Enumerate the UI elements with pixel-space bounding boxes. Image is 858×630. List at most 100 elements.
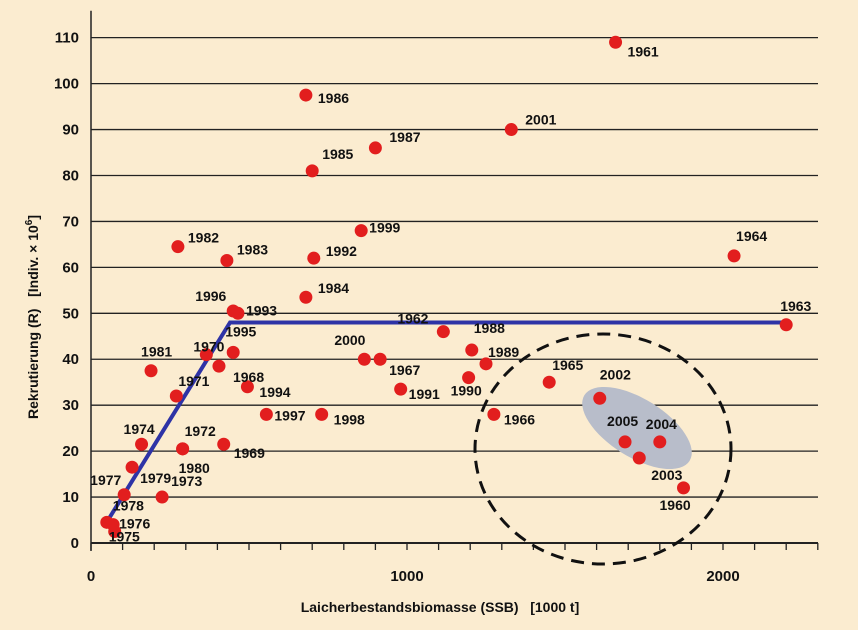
point-label-2003: 2003 [651, 467, 682, 483]
data-point-1979 [125, 460, 139, 474]
data-point-1981 [144, 364, 158, 378]
data-point-1986 [299, 88, 313, 102]
point-label-1996: 1996 [195, 288, 226, 304]
point-label-1990: 1990 [451, 383, 482, 399]
y-axis-label: Rekrutierung (R) [Indiv. × 106] [24, 215, 41, 419]
point-label-1967: 1967 [389, 362, 420, 378]
data-point-1998 [315, 407, 329, 421]
data-point-1982 [171, 240, 185, 254]
data-point-1987 [368, 141, 382, 155]
point-label-2000: 2000 [334, 332, 365, 348]
x-axis-label: Laicherbestandsbiomasse (SSB) [1000 t] [301, 599, 580, 615]
point-label-1985: 1985 [322, 146, 353, 162]
point-label-1983: 1983 [237, 241, 268, 257]
x-tick-labels: 0 1000 2000 [87, 568, 740, 585]
y-axis-label-close: ] [25, 215, 41, 220]
point-label-1982: 1982 [188, 230, 219, 246]
y-tick-label: 40 [62, 351, 79, 368]
point-label-1995: 1995 [225, 323, 256, 339]
point-label-2004: 2004 [646, 416, 677, 432]
data-point-1961 [609, 35, 623, 49]
y-tick-label: 50 [62, 305, 79, 322]
data-point-1997 [259, 407, 273, 421]
data-points [100, 35, 793, 539]
data-point-1989 [479, 357, 493, 371]
point-label-1989: 1989 [488, 344, 519, 360]
point-label-1970: 1970 [193, 339, 224, 355]
data-point-1960 [677, 481, 690, 495]
highlight-ellipse [582, 386, 692, 470]
y-tick-label: 30 [62, 397, 79, 414]
y-tick-label: 110 [55, 30, 79, 47]
data-point-1962 [436, 325, 450, 339]
point-label-1984: 1984 [318, 280, 349, 296]
data-point-1968 [212, 359, 226, 373]
y-tick-label: 0 [71, 535, 79, 552]
data-point-2005 [618, 435, 632, 449]
data-point-1991 [394, 382, 408, 396]
y-tick-label: 70 [62, 213, 79, 230]
y-axis-label-main: Rekrutierung (R) [Indiv. × 10 [25, 225, 41, 419]
point-label-1991: 1991 [409, 386, 440, 402]
data-point-1995 [226, 345, 240, 359]
point-label-1987: 1987 [389, 129, 420, 145]
point-label-1971: 1971 [178, 373, 209, 389]
hockey-stick-line [103, 320, 791, 526]
data-point-1970 [199, 348, 213, 362]
data-point-1984 [299, 290, 313, 304]
data-point-1994 [240, 380, 254, 394]
x-tick-label: 0 [87, 568, 95, 585]
data-point-1983 [220, 253, 234, 267]
point-label-1962: 1962 [397, 311, 428, 327]
data-point-1974 [135, 437, 149, 451]
y-tick-label: 10 [62, 489, 79, 506]
data-point-1999 [354, 224, 368, 238]
data-point-1966 [487, 407, 501, 421]
y-tick-label: 90 [62, 122, 79, 139]
point-label-2001: 2001 [525, 112, 556, 128]
dashed-circle [473, 332, 733, 566]
data-point-1978 [100, 515, 114, 529]
point-label-1979: 1979 [140, 470, 171, 486]
point-label-1978: 1978 [113, 497, 144, 513]
x-tick-label: 1000 [390, 568, 423, 585]
data-point-1996 [226, 304, 240, 318]
data-point-1963 [779, 318, 793, 332]
data-point-1988 [465, 343, 479, 357]
y-axis-label-exp: 6 [24, 219, 35, 225]
data-point-2000 [357, 352, 371, 366]
point-label-1997: 1997 [274, 407, 305, 423]
y-tick-labels: 0 10 20 30 40 50 60 70 80 90 100 110 [54, 30, 79, 552]
point-label-1993: 1993 [246, 302, 277, 318]
point-label-1965: 1965 [552, 357, 583, 373]
point-label-1988: 1988 [474, 320, 505, 336]
data-point-2004 [653, 435, 667, 449]
point-label-1998: 1998 [334, 411, 365, 427]
y-tick-label: 80 [62, 167, 79, 184]
point-label-1963: 1963 [780, 298, 811, 314]
grid-lines [90, 10, 819, 551]
point-label-1969: 1969 [234, 445, 265, 461]
y-tick-label: 20 [62, 443, 79, 460]
point-label-2005: 2005 [607, 413, 638, 429]
point-label-1972: 1972 [185, 423, 216, 439]
point-label-1976: 1976 [119, 516, 150, 532]
data-point-1985 [305, 164, 319, 178]
point-label-1964: 1964 [736, 228, 767, 244]
data-point-1980 [176, 442, 190, 456]
data-point-1965 [542, 375, 556, 389]
point-label-1975: 1975 [109, 529, 140, 545]
point-label-1980: 1980 [179, 460, 210, 476]
data-point-1969 [217, 437, 231, 451]
data-point-1967 [373, 352, 387, 366]
point-label-1986: 1986 [318, 90, 349, 106]
data-point-1964 [727, 249, 741, 263]
point-label-1968: 1968 [233, 369, 264, 385]
point-label-1981: 1981 [141, 344, 172, 360]
data-point-2001 [504, 123, 518, 137]
data-point-1977 [117, 488, 131, 502]
data-point-1990 [462, 371, 476, 385]
x-tick-label: 2000 [706, 568, 739, 585]
data-point-2002 [593, 391, 607, 405]
